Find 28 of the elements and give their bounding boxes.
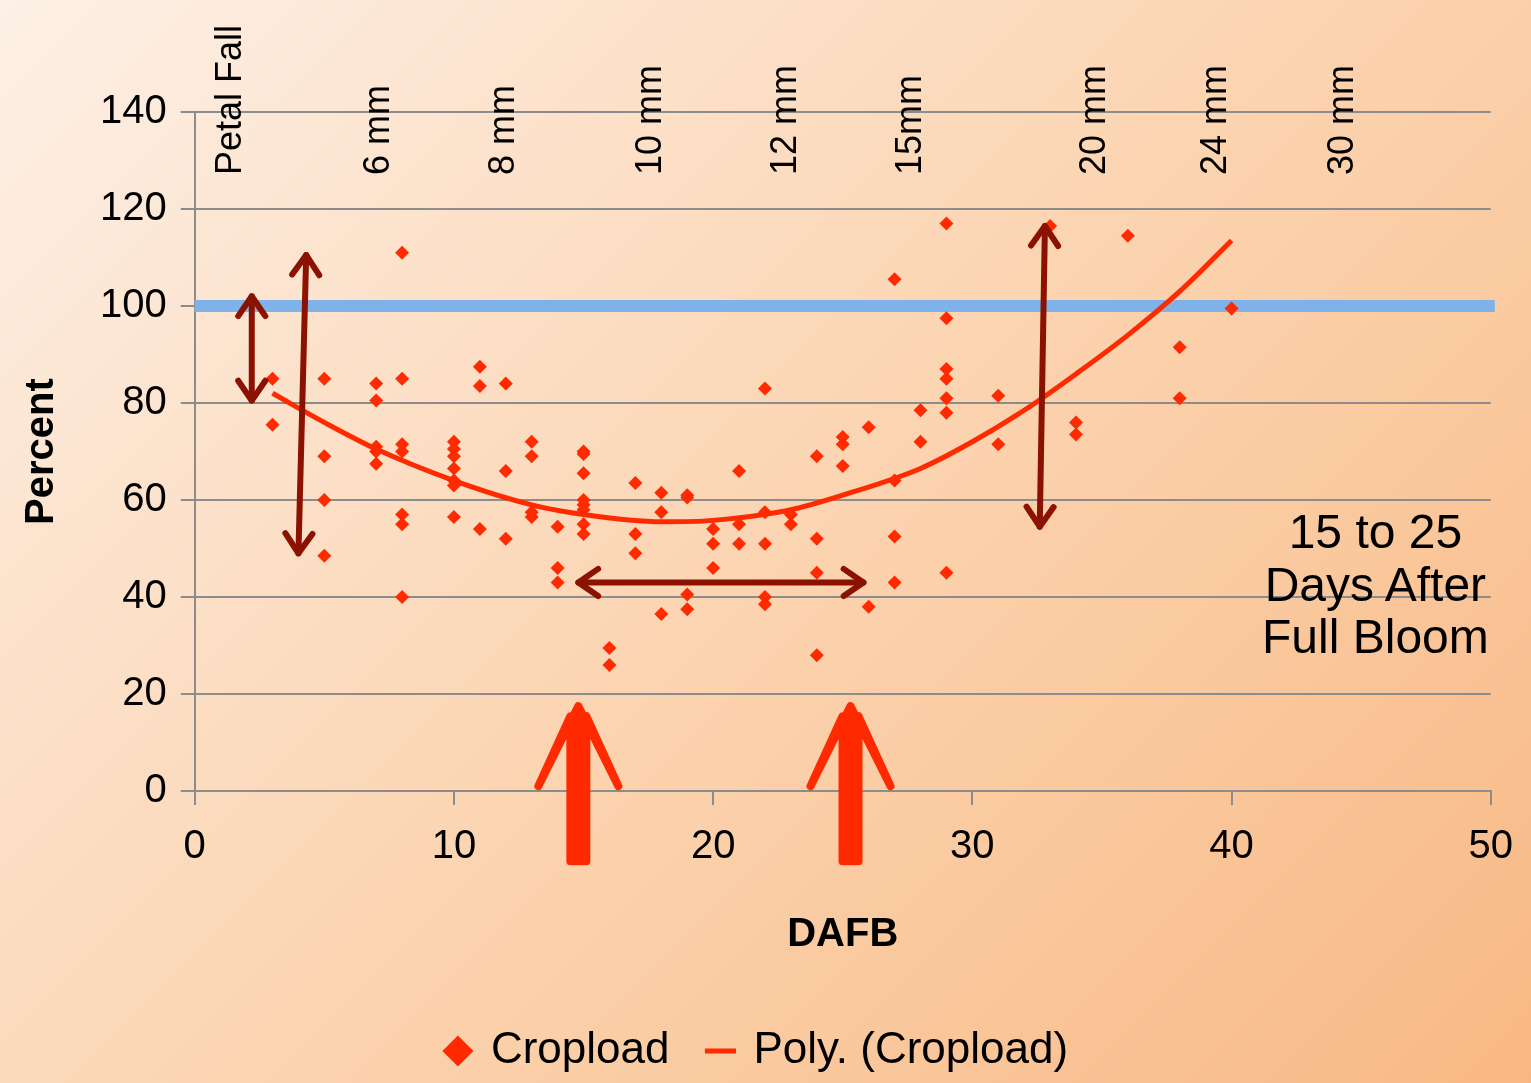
y-tick-label: 20 (122, 669, 167, 714)
x-tick-label: 40 (1209, 822, 1254, 867)
y-axis-title: Percent (17, 378, 62, 525)
x-tick-label: 30 (950, 822, 995, 867)
annotation: 8 mm (480, 85, 522, 176)
annotation: 6 mm (356, 85, 398, 176)
y-tick-label: 100 (99, 281, 167, 326)
y-tick-label: 120 (99, 184, 167, 229)
annotation: 24 mm (1193, 65, 1235, 176)
annotation: 12 mm (763, 65, 805, 176)
y-tick-label: 80 (122, 378, 167, 423)
annotation: Petal Fall (208, 24, 250, 176)
legend-label: Cropload (490, 1023, 670, 1073)
y-tick-label: 60 (122, 475, 167, 520)
x-axis-title: DAFB (787, 910, 899, 955)
y-tick-label: 40 (122, 572, 167, 617)
x-tick-label: 50 (1468, 822, 1513, 867)
annotation: 30 mm (1320, 65, 1362, 176)
y-tick-label: 140 (99, 87, 167, 132)
x-tick-label: 0 (183, 822, 206, 867)
x-tick-label: 20 (690, 822, 736, 867)
annotation: 15mm (887, 75, 929, 176)
legend-label: Poly. (Cropload) (753, 1023, 1069, 1073)
y-tick-label: 0 (144, 766, 167, 811)
annotation: 10 mm (628, 65, 670, 176)
annotation: 15 to 25 Days After Full Bloom (1262, 504, 1489, 665)
x-tick-label: 10 (431, 822, 477, 867)
annotation: 20 mm (1071, 65, 1113, 176)
